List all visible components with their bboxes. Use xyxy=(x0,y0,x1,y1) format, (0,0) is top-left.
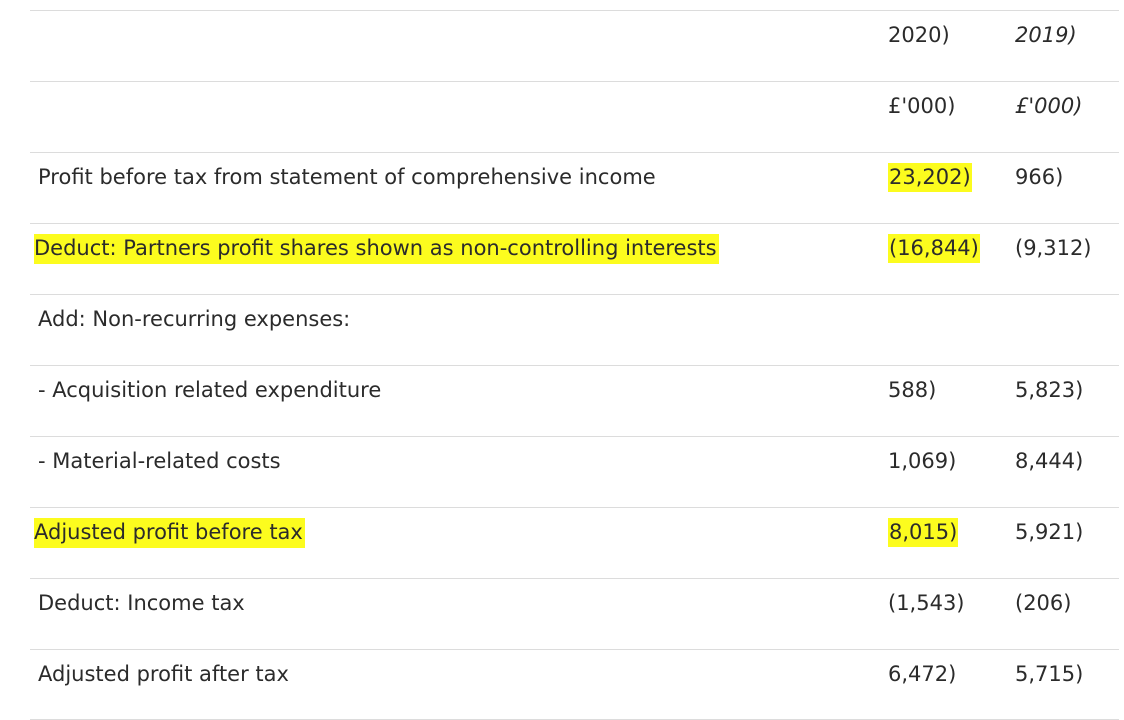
row-value-2019: (9,312) xyxy=(1015,236,1092,260)
row-label: Deduct: Partners profit shares shown as … xyxy=(34,224,719,294)
row-value-2020: 588) xyxy=(888,378,937,402)
highlighted-label: Deduct: Partners profit shares shown as … xyxy=(34,234,719,264)
row-value-2020: 1,069) xyxy=(888,449,957,473)
table-row: Profit before tax from statement of comp… xyxy=(30,152,1119,223)
financial-table: 2020) 2019) £'000) £'000) Profit before … xyxy=(30,10,1119,720)
header-unit-2019: £'000) xyxy=(1015,94,1083,118)
table-row: - Material-related costs 1,069) 8,444) xyxy=(30,436,1119,507)
row-value-2019: 5,715) xyxy=(1015,662,1084,686)
row-value-2019: 5,921) xyxy=(1015,520,1084,544)
header-row-unit: £'000) £'000) xyxy=(30,81,1119,152)
row-value-2020: (16,844) xyxy=(888,224,980,294)
table-row: Deduct: Partners profit shares shown as … xyxy=(30,223,1119,294)
row-label: Deduct: Income tax xyxy=(38,591,245,615)
row-label: Profit before tax from statement of comp… xyxy=(38,165,656,189)
header-unit-2020: £'000) xyxy=(888,94,956,118)
header-year-2019: 2019) xyxy=(1015,23,1077,47)
row-label: - Material-related costs xyxy=(38,449,281,473)
row-label: Adjusted profit after tax xyxy=(38,662,289,686)
row-value-2020: 6,472) xyxy=(888,662,957,686)
table-row: Add: Non-recurring expenses: xyxy=(30,294,1119,365)
row-value-2019: (206) xyxy=(1015,591,1072,615)
highlighted-value: (16,844) xyxy=(888,234,980,263)
header-row-year: 2020) 2019) xyxy=(30,10,1119,81)
row-value-2019: 5,823) xyxy=(1015,378,1084,402)
highlighted-value: 23,202) xyxy=(888,163,972,192)
table-row: Deduct: Income tax (1,543) (206) xyxy=(30,578,1119,649)
row-value-2019: 966) xyxy=(1015,165,1064,189)
row-label: Adjusted profit before tax xyxy=(34,508,305,578)
row-label: Add: Non-recurring expenses: xyxy=(38,307,351,331)
highlighted-label: Adjusted profit before tax xyxy=(34,518,305,548)
highlighted-value: 8,015) xyxy=(888,518,959,547)
table-row: Adjusted profit before tax 8,015) 5,921) xyxy=(30,507,1119,578)
row-value-2020: 23,202) xyxy=(888,153,972,223)
header-year-2020: 2020) xyxy=(888,23,950,47)
row-value-2020: 8,015) xyxy=(888,508,959,578)
row-value-2020: (1,543) xyxy=(888,591,965,615)
table-row: - Acquisition related expenditure 588) 5… xyxy=(30,365,1119,436)
row-value-2019: 8,444) xyxy=(1015,449,1084,473)
table-row: Adjusted profit after tax 6,472) 5,715) xyxy=(30,649,1119,720)
row-label: - Acquisition related expenditure xyxy=(38,378,382,402)
